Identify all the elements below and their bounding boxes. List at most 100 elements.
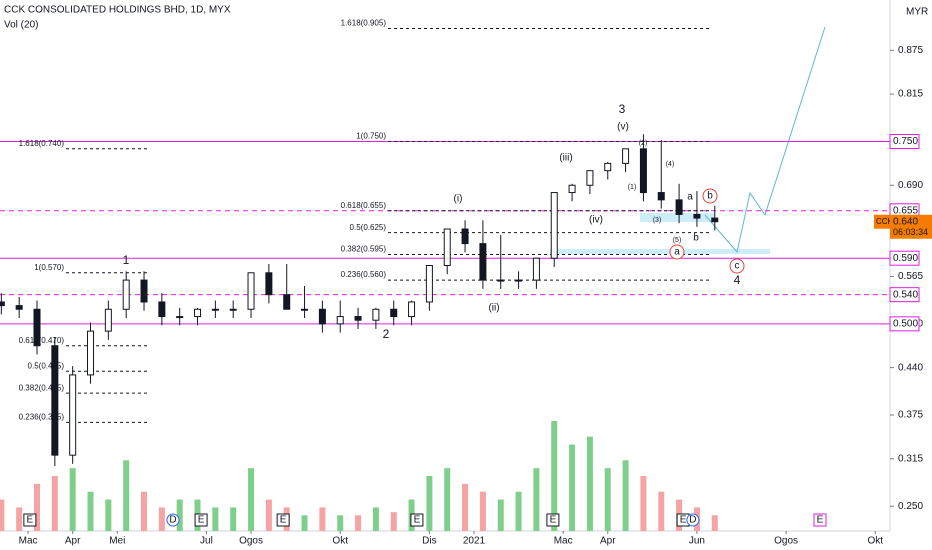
x-tick-label: Okt [868, 536, 884, 547]
wave-circle [729, 258, 745, 274]
candle-body [265, 272, 273, 296]
wave-label: 3 [619, 102, 626, 116]
wave-label: 2 [383, 327, 390, 341]
volume-bar [105, 499, 112, 531]
x-tick-label: 2021 [463, 536, 486, 547]
wave-label: (3) [653, 217, 662, 224]
level-label: 0.655 [893, 205, 918, 216]
subtitle: Vol (20) [4, 20, 38, 31]
fib-label: 1(0.570) [34, 263, 64, 272]
event-label: E [680, 515, 687, 526]
wave-circle [702, 188, 718, 204]
price-tag [890, 214, 932, 239]
wave-label: a [674, 247, 680, 258]
y-tick-label: 0.440 [898, 362, 923, 373]
volume-bar [337, 515, 344, 531]
price-tag [874, 214, 890, 229]
candle-body [176, 316, 184, 319]
wave-label: (5) [673, 237, 682, 244]
y-tick-label: 0.315 [898, 453, 923, 464]
volume-bar [515, 491, 522, 531]
y-tick-label: 0.565 [898, 271, 923, 282]
candle-body [229, 308, 237, 311]
wave-label: (iii) [559, 153, 572, 164]
chart-title: CCK CONSOLIDATED HOLDINGS BHD, 1D, MYX [4, 5, 231, 16]
volume-bar [462, 483, 469, 531]
volume-bar [87, 491, 94, 531]
volume-bar [444, 468, 451, 531]
zone [640, 213, 715, 222]
level-label: 0.750 [893, 136, 918, 147]
y-tick-label: 0.815 [898, 89, 923, 100]
volume-bar [479, 491, 486, 531]
candle-body [158, 301, 166, 318]
volume-bar [301, 515, 308, 531]
volume-bar [319, 507, 326, 531]
volume-bar [34, 483, 41, 531]
volume-bar [640, 476, 647, 531]
x-tick-label: Jul [200, 536, 213, 547]
wave-label: (4) [666, 161, 675, 168]
fib-label: 1.618(0.740) [19, 139, 65, 148]
volume-bar [123, 460, 130, 531]
x-tick-label: Okt [332, 536, 348, 547]
volume-bar [158, 507, 165, 531]
candle-body [604, 162, 612, 172]
event-label: E [414, 515, 421, 526]
event-label: D [169, 515, 176, 526]
volume-bar [426, 476, 433, 531]
currency: MYR [906, 7, 928, 18]
level-tag [889, 250, 920, 266]
candle-body [657, 192, 665, 201]
event-marker [194, 513, 208, 527]
fib-label: 1.618(0.905) [341, 19, 387, 28]
candle-body [51, 345, 59, 456]
volume-bar [248, 468, 255, 531]
candle-body [211, 308, 219, 311]
fib-label: 0.618(0.470) [19, 336, 65, 345]
candle-body [354, 316, 362, 321]
fib-label: 0.5(0.435) [28, 361, 65, 370]
candle-body [675, 199, 683, 215]
candle-body [639, 148, 647, 194]
wave-label: c [735, 261, 740, 272]
volume-bar [551, 421, 558, 531]
volume-bar [390, 512, 397, 531]
candle-body [247, 272, 255, 310]
candle-body [33, 308, 41, 347]
wave-label: (2) [639, 140, 648, 147]
fib-label: 1(0.750) [356, 132, 386, 141]
volume-bar [533, 468, 540, 531]
fib-label: 0.618(0.655) [341, 201, 387, 210]
event-label: E [280, 515, 287, 526]
volume-bar [372, 507, 379, 531]
volume-bar [265, 499, 272, 531]
candle-body [69, 374, 77, 456]
level-label: 0.590 [893, 253, 918, 264]
volume-bar [658, 491, 665, 531]
event-marker [166, 513, 180, 527]
zone [550, 249, 770, 254]
candle-body [283, 294, 291, 310]
fib-label: 0.236(0.560) [341, 270, 387, 279]
candle-body [515, 279, 523, 282]
wave-label: 1 [123, 253, 130, 267]
wave-label: (1) [628, 184, 637, 191]
level-tag [889, 134, 920, 150]
event-label: E [550, 515, 557, 526]
x-tick-label: Dis [422, 536, 436, 547]
level-tag [889, 287, 920, 303]
x-tick-label: Mac [554, 536, 573, 547]
candle-body [622, 148, 630, 164]
event-label: E [817, 515, 824, 526]
x-tick-label: Apr [600, 536, 616, 547]
candle-body [15, 305, 23, 310]
volume-bar [586, 436, 593, 531]
event-marker [546, 513, 560, 527]
fib-label: 0.382(0.405) [19, 383, 65, 392]
wave-circle [669, 244, 685, 260]
candle-body [140, 279, 148, 303]
last-price: 0.640 [893, 216, 918, 227]
x-tick-label: Mac [19, 536, 38, 547]
